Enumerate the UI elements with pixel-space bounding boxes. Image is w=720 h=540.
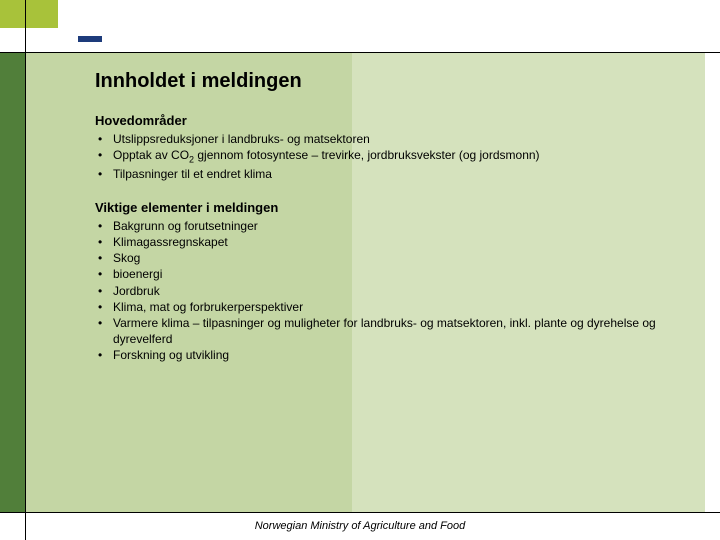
list-item: Opptak av CO2 gjennom fotosyntese – trev…: [95, 147, 665, 166]
section1-list: Utslippsreduksjoner i landbruks- og mats…: [95, 131, 665, 182]
list-item: Tilpasninger til et endret klima: [95, 166, 665, 182]
list-item: Klima, mat og forbrukerperspektiver: [95, 299, 665, 315]
blue-accent-line: [78, 36, 102, 42]
list-item-text: Klima, mat og forbrukerperspektiver: [113, 300, 303, 314]
list-item-text: Forskning og utvikling: [113, 348, 229, 362]
page-number: 9: [6, 518, 14, 534]
list-item-text: bioenergi: [113, 267, 162, 281]
list-item-text: Tilpasninger til et endret klima: [113, 167, 272, 181]
list-item: bioenergi: [95, 266, 665, 282]
section2-heading: Viktige elementer i meldingen: [95, 200, 665, 215]
list-item-text: Bakgrunn og forutsetninger: [113, 219, 258, 233]
list-item: Jordbruk: [95, 283, 665, 299]
list-item: Forskning og utvikling: [95, 347, 665, 363]
list-item: Klimagassregnskapet: [95, 234, 665, 250]
list-item: Utslippsreduksjoner i landbruks- og mats…: [95, 131, 665, 147]
left-sidebar-bar: [0, 52, 25, 512]
frame-line-top: [0, 52, 720, 53]
frame-line-left: [25, 0, 26, 540]
list-item-text: Varmere klima – tilpasninger og mulighet…: [113, 316, 656, 346]
list-item-text: Utslippsreduksjoner i landbruks- og mats…: [113, 132, 370, 146]
list-item: Bakgrunn og forutsetninger: [95, 218, 665, 234]
list-item: Varmere klima – tilpasninger og mulighet…: [95, 315, 665, 347]
list-item-text: Klimagassregnskapet: [113, 235, 228, 249]
slide-title: Innholdet i meldingen: [95, 70, 665, 93]
list-item-text: Jordbruk: [113, 284, 160, 298]
frame-line-bottom: [0, 512, 720, 513]
list-item-text: Skog: [113, 251, 140, 265]
section2-list: Bakgrunn og forutsetninger Klimagassregn…: [95, 218, 665, 364]
content-area: Innholdet i meldingen Hovedområder Utsli…: [95, 70, 665, 382]
section1-heading: Hovedområder: [95, 113, 665, 128]
footer-text: Norwegian Ministry of Agriculture and Fo…: [0, 520, 720, 532]
list-item: Skog: [95, 250, 665, 266]
accent-box: [0, 0, 58, 28]
